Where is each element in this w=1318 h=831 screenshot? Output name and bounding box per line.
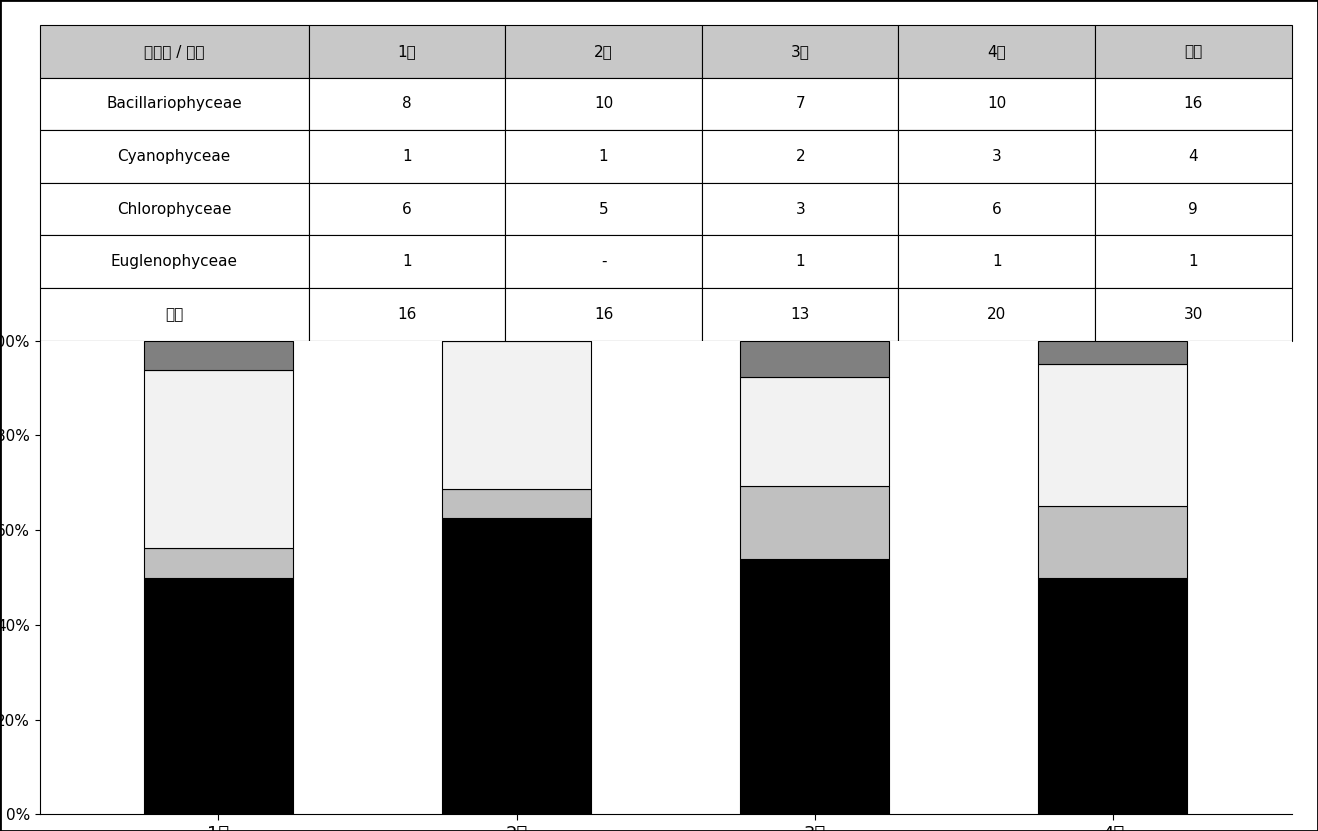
Bar: [505, 77, 702, 130]
Text: 16: 16: [1184, 96, 1203, 111]
Bar: [1095, 183, 1292, 235]
Text: 16: 16: [594, 307, 613, 322]
Bar: [899, 183, 1095, 235]
Bar: [741, 486, 890, 559]
Bar: [308, 25, 505, 77]
Text: 2: 2: [795, 149, 805, 164]
Text: 1: 1: [402, 254, 411, 269]
Text: Chlorophyceae: Chlorophyceae: [117, 202, 232, 217]
Bar: [505, 235, 702, 288]
Bar: [741, 341, 890, 377]
Bar: [505, 130, 702, 183]
Text: 3: 3: [992, 149, 1002, 164]
Text: 1: 1: [1189, 254, 1198, 269]
Bar: [899, 25, 1095, 77]
Text: 10: 10: [987, 96, 1007, 111]
Text: 1: 1: [402, 149, 411, 164]
Bar: [899, 288, 1095, 341]
Bar: [702, 288, 899, 341]
Text: 13: 13: [791, 307, 809, 322]
Bar: [899, 77, 1095, 130]
Text: 1: 1: [795, 254, 805, 269]
Text: 3: 3: [795, 202, 805, 217]
Text: 10: 10: [594, 96, 613, 111]
Bar: [505, 183, 702, 235]
Bar: [442, 489, 590, 519]
Bar: [144, 578, 293, 814]
Bar: [442, 341, 590, 489]
Bar: [1039, 364, 1188, 506]
Text: 1: 1: [598, 149, 609, 164]
Bar: [308, 183, 505, 235]
Text: 16: 16: [397, 307, 416, 322]
Bar: [308, 235, 505, 288]
Bar: [1095, 25, 1292, 77]
Bar: [144, 371, 293, 548]
Text: Euglenophyceae: Euglenophyceae: [111, 254, 237, 269]
Bar: [702, 130, 899, 183]
Text: 1차: 1차: [398, 44, 416, 59]
Text: 4: 4: [1189, 149, 1198, 164]
Bar: [505, 288, 702, 341]
Text: 6: 6: [402, 202, 413, 217]
Text: -: -: [601, 254, 606, 269]
Text: 6: 6: [992, 202, 1002, 217]
Bar: [1039, 507, 1188, 578]
Text: 합계: 합계: [1185, 44, 1202, 59]
Bar: [702, 235, 899, 288]
Bar: [702, 77, 899, 130]
Text: 9: 9: [1189, 202, 1198, 217]
Bar: [40, 235, 308, 288]
Bar: [899, 130, 1095, 183]
Bar: [40, 130, 308, 183]
Bar: [899, 235, 1095, 288]
Bar: [40, 77, 308, 130]
Bar: [1095, 235, 1292, 288]
Bar: [40, 183, 308, 235]
Bar: [702, 25, 899, 77]
Bar: [1095, 77, 1292, 130]
Text: 분류군 / 지점: 분류군 / 지점: [144, 44, 204, 59]
Text: 1: 1: [992, 254, 1002, 269]
Text: 30: 30: [1184, 307, 1203, 322]
Bar: [40, 25, 308, 77]
Bar: [1039, 578, 1188, 814]
Bar: [1095, 288, 1292, 341]
Text: Cyanophyceae: Cyanophyceae: [117, 149, 231, 164]
Bar: [144, 548, 293, 578]
Bar: [308, 130, 505, 183]
Bar: [505, 25, 702, 77]
Text: 2차: 2차: [594, 44, 613, 59]
Bar: [1095, 130, 1292, 183]
Bar: [144, 341, 293, 371]
Text: 8: 8: [402, 96, 411, 111]
Text: 7: 7: [795, 96, 805, 111]
Text: Bacillariophyceae: Bacillariophyceae: [107, 96, 243, 111]
Bar: [308, 77, 505, 130]
Bar: [308, 288, 505, 341]
Text: 5: 5: [598, 202, 609, 217]
Bar: [741, 377, 890, 486]
Text: 합계: 합계: [165, 307, 183, 322]
Text: 20: 20: [987, 307, 1007, 322]
Bar: [40, 288, 308, 341]
Bar: [702, 183, 899, 235]
Bar: [442, 519, 590, 814]
Text: 4차: 4차: [987, 44, 1006, 59]
Bar: [741, 559, 890, 814]
Bar: [1039, 341, 1188, 365]
Text: 3차: 3차: [791, 44, 809, 59]
